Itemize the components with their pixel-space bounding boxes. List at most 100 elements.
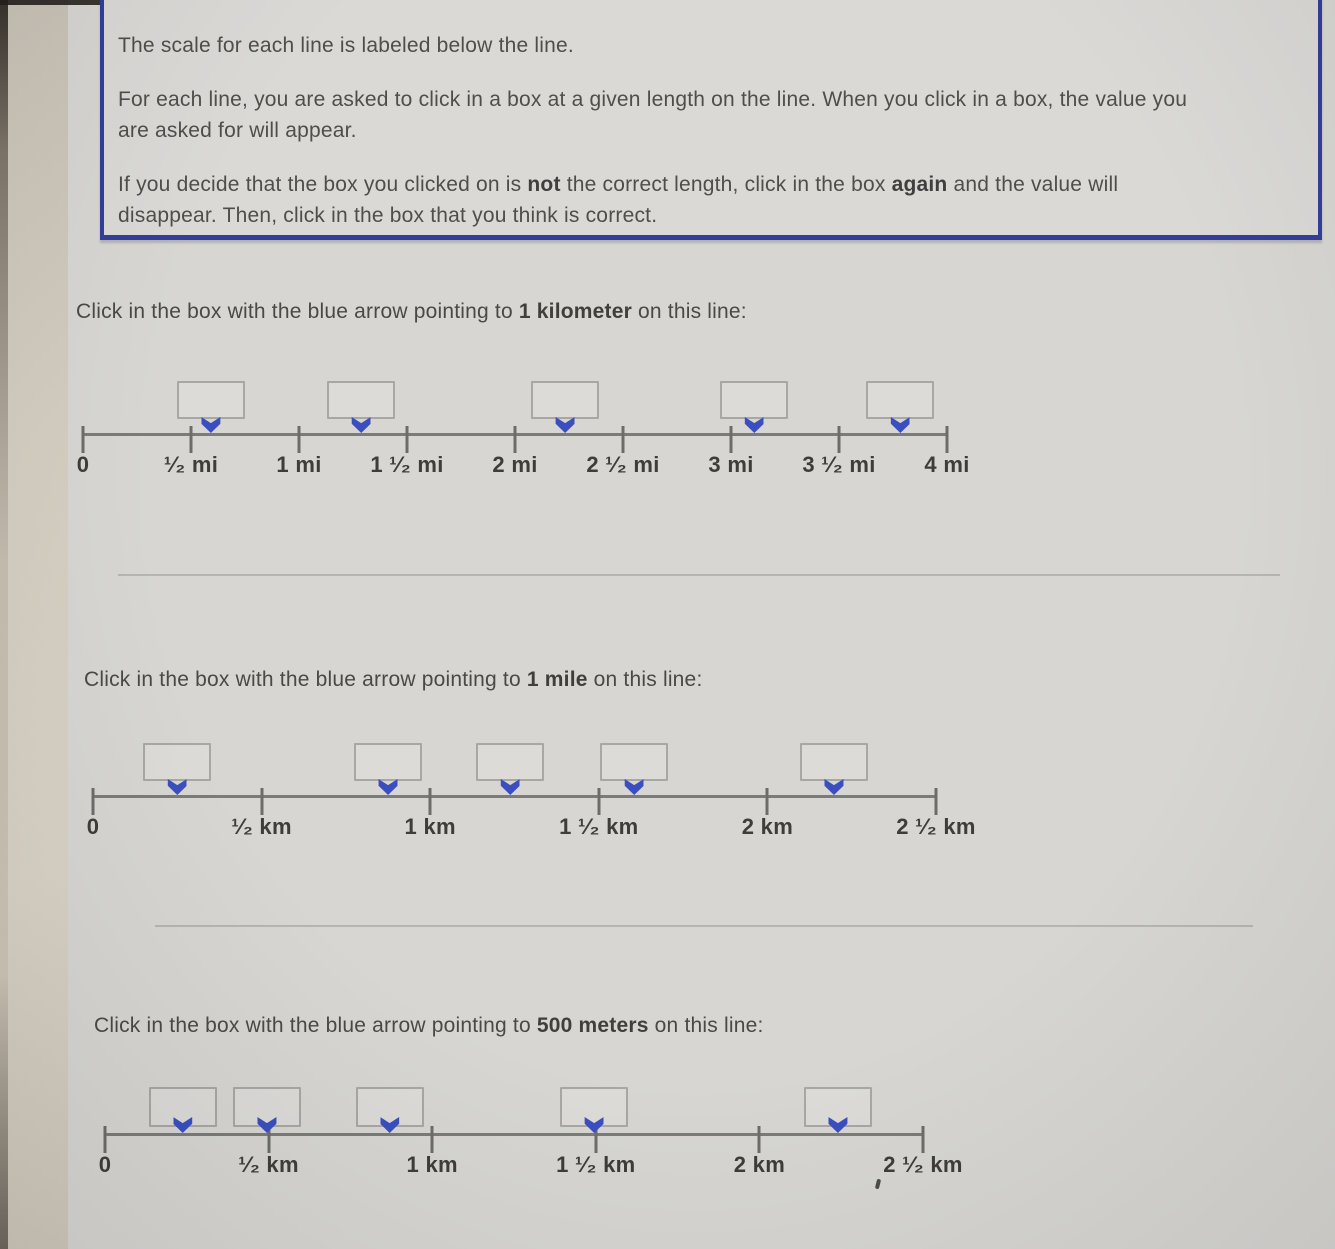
tick-label: 4 mi [924, 452, 970, 477]
photo-edge-left [0, 0, 68, 1249]
question-prompt-q2: Click in the box with the blue arrow poi… [84, 668, 702, 692]
answer-box[interactable] [799, 743, 868, 781]
tick-label: 1 km [404, 814, 456, 839]
blue-arrow-icon [555, 417, 575, 433]
answer-box[interactable] [354, 743, 423, 781]
answer-box[interactable] [327, 381, 396, 419]
tick-mark [837, 426, 841, 453]
number-line-q1: 0 ¹⁄₂ mi 1 mi 1 ¹⁄₂ mi 2 mi 2 ¹⁄₂ mi 3 mi 3 ¹⁄₂… [77, 381, 969, 498]
tick-mark [81, 426, 85, 453]
tick-mark [597, 788, 601, 815]
tick-mark [945, 426, 949, 453]
answer-box[interactable] [143, 743, 212, 781]
instructions-text: The scale for each line is labeled below… [118, 30, 1304, 231]
text-segment: are asked for will appear. [118, 119, 357, 142]
tick-mark [405, 426, 409, 453]
number-line-q2: 0 ¹⁄₂ km 1 km 1 ¹⁄₂ km 2 km 2 ¹⁄₂ km [87, 743, 975, 860]
prompt-term-bold: 500 meters [536, 1014, 649, 1037]
blue-arrow-icon [624, 779, 644, 795]
tick-label: 2 km [741, 814, 794, 839]
tick-label: 2 ¹⁄₂ km [896, 814, 976, 839]
text-segment: Click in the box with the blue arrow poi… [84, 668, 527, 691]
answer-box[interactable] [600, 743, 669, 781]
tick-label: 0 [76, 452, 90, 477]
blue-arrow-icon [201, 417, 221, 433]
answer-box[interactable] [866, 381, 935, 419]
tick-label: 3 mi [708, 452, 754, 477]
answer-box[interactable] [803, 1087, 872, 1127]
blue-arrow-icon [500, 779, 520, 795]
tick-mark [934, 788, 938, 815]
answer-box[interactable] [148, 1087, 217, 1127]
blue-arrow-icon [378, 779, 398, 795]
tick-mark [430, 1126, 434, 1153]
blue-arrow-icon [167, 779, 187, 795]
section-divider [155, 925, 1253, 927]
prompt-term-bold: not [527, 173, 561, 196]
tick-label: ¹⁄₂ km [231, 814, 292, 839]
tick-label: 2 km [733, 1152, 786, 1177]
question-prompt-q3: Click in the box with the blue arrow poi… [94, 1014, 764, 1038]
text-segment: For each line, you are asked to click in… [118, 88, 1188, 111]
tick-mark [103, 1126, 107, 1153]
tick-mark [297, 426, 301, 453]
prompt-term-bold: 1 mile [526, 668, 588, 691]
tick-label: 1 km [406, 1152, 458, 1177]
text-segment: disappear. Then, click in the box that y… [118, 204, 658, 227]
tick-mark [267, 1126, 271, 1153]
text-segment: Click in the box with the blue arrow poi… [94, 1014, 537, 1037]
instruction-paragraph: The scale for each line is labeled below… [118, 30, 1304, 61]
tick-label: ¹⁄₂ km [238, 1152, 299, 1177]
number-line-axis [105, 1133, 923, 1136]
tick-mark [594, 1126, 598, 1153]
text-segment: the correct length, click in the box [560, 173, 892, 196]
text-segment: on this line: [648, 1014, 764, 1037]
text-segment: Click in the box with the blue arrow poi… [76, 300, 519, 323]
text-segment: The scale for each line is labeled below… [118, 34, 574, 57]
question-prompt-q1: Click in the box with the blue arrow poi… [76, 300, 747, 324]
tick-mark [260, 788, 264, 815]
tick-label: ¹⁄₂ mi [163, 452, 219, 477]
blue-arrow-icon [351, 417, 371, 433]
tick-mark [91, 788, 95, 815]
tick-mark [921, 1126, 925, 1153]
instructions-panel: The scale for each line is labeled below… [100, 0, 1322, 240]
tick-label: 0 [86, 814, 100, 839]
tick-mark [513, 426, 517, 453]
section-divider [118, 574, 1280, 576]
tick-mark [757, 1126, 761, 1153]
number-line-q3: 0 ¹⁄₂ km 1 km 1 ¹⁄₂ km 2 km 2 ¹⁄₂ km [99, 1087, 962, 1198]
tick-label: 2 ¹⁄₂ mi [586, 452, 660, 477]
blue-arrow-icon [824, 779, 844, 795]
answer-box[interactable] [560, 1087, 629, 1127]
text-segment: and the value will [947, 173, 1119, 196]
text-segment: on this line: [631, 300, 747, 323]
blue-arrow-icon [890, 417, 910, 433]
tick-mark [765, 788, 769, 815]
answer-box[interactable] [476, 743, 545, 781]
answer-box[interactable] [232, 1087, 301, 1127]
tick-label: 3 ¹⁄₂ mi [802, 452, 876, 477]
tick-label: 0 [98, 1152, 112, 1177]
tick-mark [621, 426, 625, 453]
answer-box[interactable] [176, 381, 245, 419]
instruction-paragraph: If you decide that the box you clicked o… [118, 169, 1304, 231]
tick-label: 1 ¹⁄₂ km [559, 814, 639, 839]
prompt-term-bold: again [891, 173, 948, 196]
text-segment: If you decide that the box you clicked o… [118, 173, 528, 196]
tick-label: 1 mi [276, 452, 322, 477]
tick-mark [428, 788, 432, 815]
answer-box[interactable] [531, 381, 600, 419]
instruction-paragraph: For each line, you are asked to click in… [118, 84, 1304, 146]
text-segment: on this line: [587, 668, 703, 691]
tick-label: 1 ¹⁄₂ km [556, 1152, 636, 1177]
blue-arrow-icon [744, 417, 764, 433]
tick-label: 2 mi [492, 452, 538, 477]
answer-box[interactable] [720, 381, 789, 419]
photo-edge-left-dark [0, 0, 8, 1249]
tick-label: 2 ¹⁄₂ km [883, 1152, 963, 1177]
tick-label: 1 ¹⁄₂ mi [370, 452, 444, 477]
tick-mark [729, 426, 733, 453]
answer-box[interactable] [355, 1087, 424, 1127]
prompt-term-bold: 1 kilometer [518, 300, 632, 323]
